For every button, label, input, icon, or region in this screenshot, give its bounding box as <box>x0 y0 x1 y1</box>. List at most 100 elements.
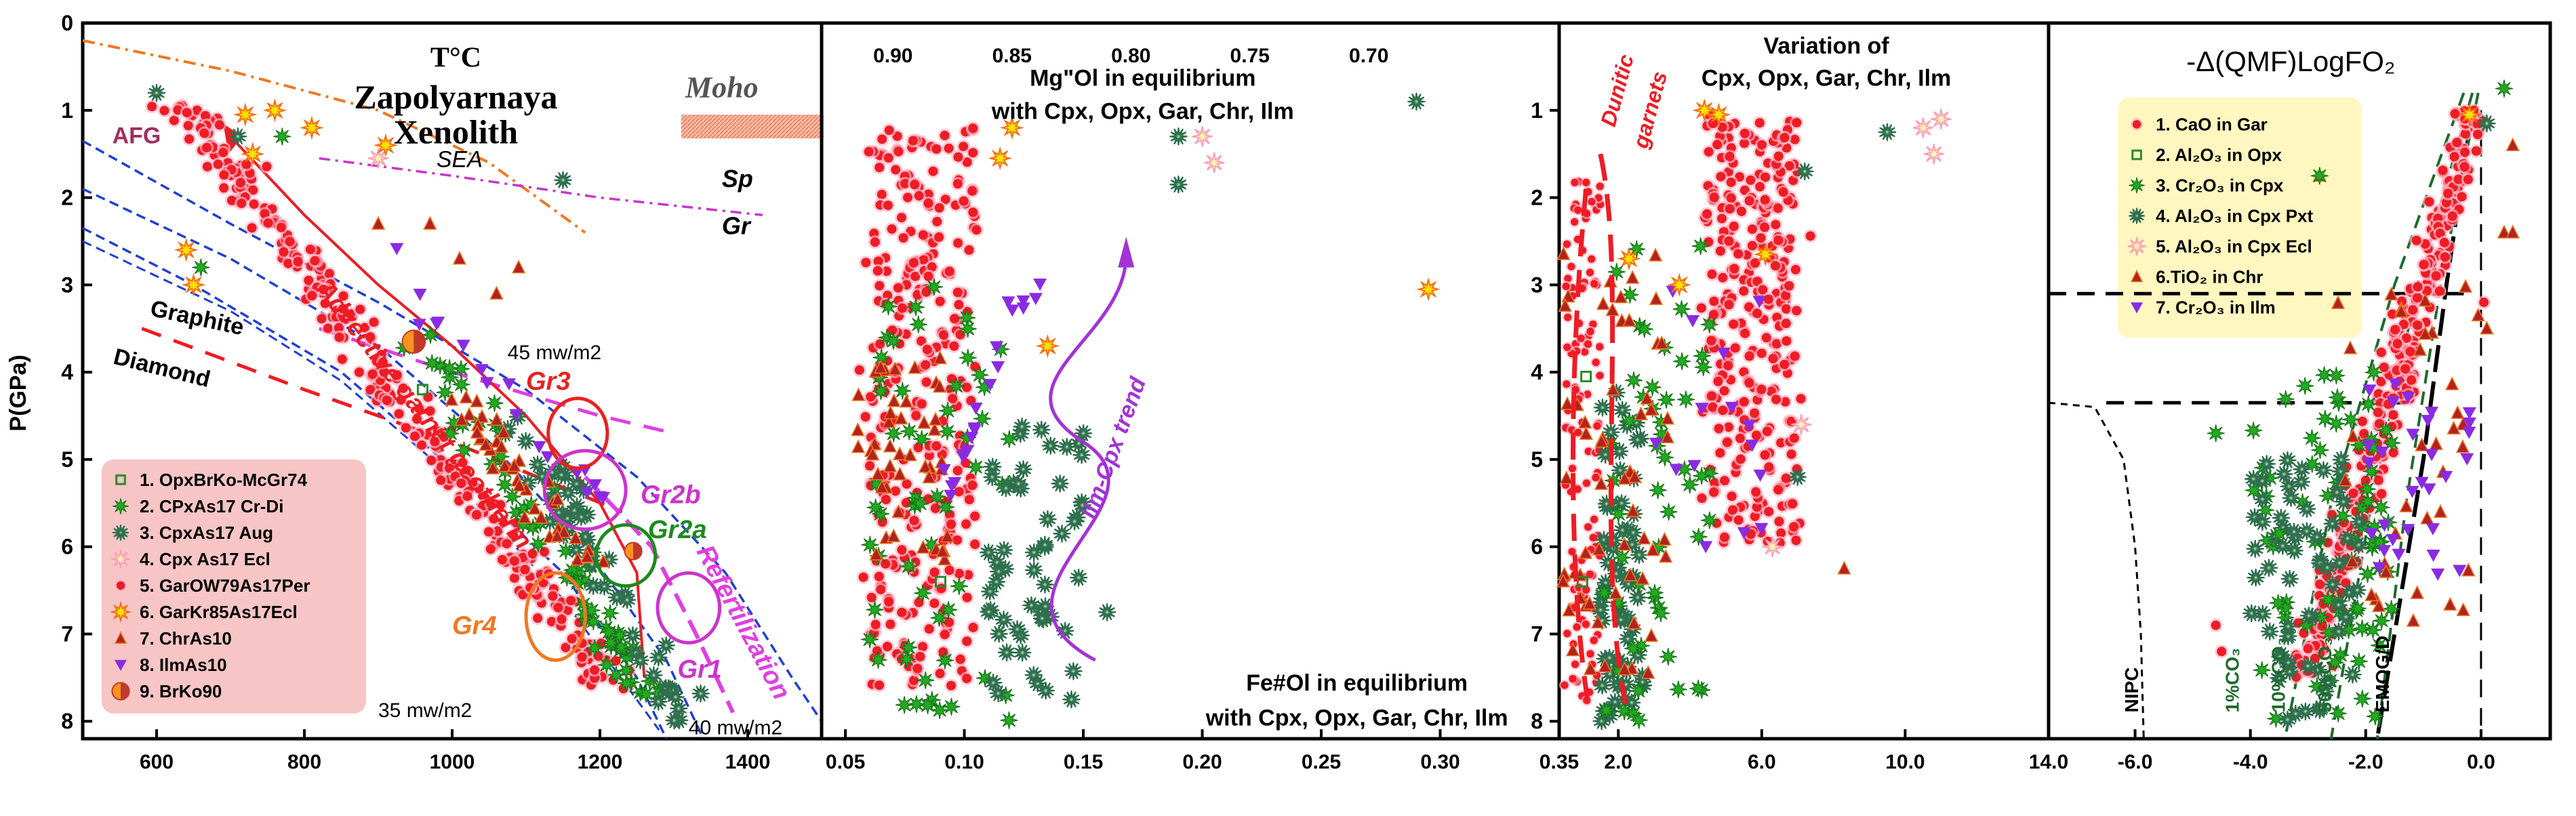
point-cpx-aug <box>666 688 685 706</box>
point-cpx-aug <box>2350 512 2369 531</box>
point-garnet <box>1582 620 1590 628</box>
point-cpx-crdi <box>1620 411 1638 430</box>
point-cpx-aug <box>1073 496 1091 514</box>
x-top-tick-label: 0.90 <box>873 45 912 67</box>
point-ilmenite <box>502 378 516 391</box>
point-garnet <box>1747 224 1757 234</box>
point-garnet <box>944 143 954 153</box>
point-ilmenite <box>1028 293 1043 306</box>
point-garnet <box>968 123 978 134</box>
point-garnet <box>485 544 496 554</box>
bottom-label-1: Fe#Ol in equilibrium <box>1246 670 1468 696</box>
point-garnet <box>887 224 897 234</box>
point-chromite <box>1606 382 1620 396</box>
sp-gr-line <box>319 157 763 217</box>
point-garnet <box>508 530 519 540</box>
point-chromite <box>1622 312 1636 327</box>
point-ilmenite <box>2460 453 2474 466</box>
point-cpx-aug <box>997 643 1016 661</box>
point-garnet <box>1756 348 1767 359</box>
point-cpx-aug <box>554 171 572 189</box>
point-garnet <box>967 481 978 491</box>
point-chromite <box>423 216 437 230</box>
point-chromite <box>2497 224 2512 239</box>
point-garnet <box>939 330 949 340</box>
point-garnet <box>1702 209 1712 219</box>
point-garnet <box>1582 178 1590 186</box>
point-garnet <box>1590 636 1598 645</box>
point-garnet <box>2373 407 2383 417</box>
point-garnet <box>1596 182 1604 190</box>
point-ilmenite <box>2362 384 2377 397</box>
point-ilmenite <box>1669 464 1683 476</box>
x-tick-label: 0.35 <box>1539 751 1579 773</box>
point-cpx-crdi <box>942 697 961 716</box>
point-garnet <box>378 357 388 367</box>
point-cpx-aug <box>1613 521 1632 539</box>
point-chromite <box>1634 406 1648 421</box>
point-cpx-aug <box>1009 474 1028 493</box>
point-garnet <box>2413 282 2423 292</box>
point-garnet <box>962 157 972 167</box>
point-garnet <box>235 178 245 188</box>
point-garnet <box>1563 343 1571 351</box>
point-cpx-crdi <box>1630 711 1648 729</box>
point-garnet <box>923 189 933 199</box>
point-cpx-crdi <box>2358 565 2377 584</box>
point-garnet <box>527 549 538 559</box>
point-garnet <box>577 652 587 662</box>
point-garnet <box>1760 195 1770 205</box>
x-tick-label: -4.0 <box>2233 751 2268 773</box>
point-ilmenite <box>2462 426 2476 439</box>
point-garnet <box>931 441 942 451</box>
point-garnet <box>1776 528 1786 538</box>
point-ilmenite <box>1016 302 1030 315</box>
point-garnet <box>1781 290 1791 300</box>
point-garnet-eclogite <box>300 115 324 140</box>
point-garnet <box>1739 128 1750 138</box>
x-tick-label: 0.10 <box>944 751 984 773</box>
point-garnet <box>213 159 223 169</box>
point-cpx-crdi <box>1693 466 1711 485</box>
point-chromite <box>1596 296 1611 310</box>
point-chromite <box>489 411 504 426</box>
point-chromite <box>462 407 477 421</box>
point-chromite <box>1658 548 1673 563</box>
point-garnet <box>1568 548 1576 556</box>
point-cpx-eclogite <box>367 148 389 169</box>
point-garnet <box>1779 359 1790 369</box>
point-garnet <box>2341 578 2351 588</box>
point-garnet <box>1770 261 1780 271</box>
point-garnet <box>2392 339 2402 349</box>
point-garnet <box>1773 485 1784 495</box>
point-garnet-eclogite <box>1692 98 1716 123</box>
point-garnet <box>876 584 886 594</box>
point-garnet <box>1756 384 1767 394</box>
point-cpx-crdi <box>1693 346 1712 365</box>
point-chromite <box>2413 342 2428 356</box>
point-garnet-eclogite <box>1617 246 1641 271</box>
point-cpx-crdi <box>2319 590 2337 609</box>
point-garnet <box>263 218 273 228</box>
point-chromite <box>596 554 611 568</box>
point-cpx-crdi <box>1659 647 1677 666</box>
point-cpx-aug <box>2274 537 2292 555</box>
point-garnet <box>425 406 435 416</box>
point-garnet <box>1754 118 1765 128</box>
point-cpx-aug <box>1074 424 1093 443</box>
point-cpx-crdi <box>2353 689 2371 708</box>
point-cpx-crdi <box>440 359 459 378</box>
point-garnet <box>954 487 964 497</box>
point-chromite <box>2331 295 2346 309</box>
legend-entry: 9. BrKo90 <box>140 681 222 701</box>
point-garnet <box>932 216 942 226</box>
point-chromite <box>851 387 866 401</box>
point-cpx-aug <box>1058 438 1076 456</box>
point-cpx-crdi <box>900 422 919 441</box>
point-garnet <box>2376 347 2386 357</box>
x-tick-label: -6.0 <box>2118 751 2153 773</box>
point-chromite <box>893 410 908 425</box>
point-chromite <box>866 447 880 461</box>
point-garnet <box>1789 522 1799 532</box>
point-ilmenite <box>429 318 443 331</box>
